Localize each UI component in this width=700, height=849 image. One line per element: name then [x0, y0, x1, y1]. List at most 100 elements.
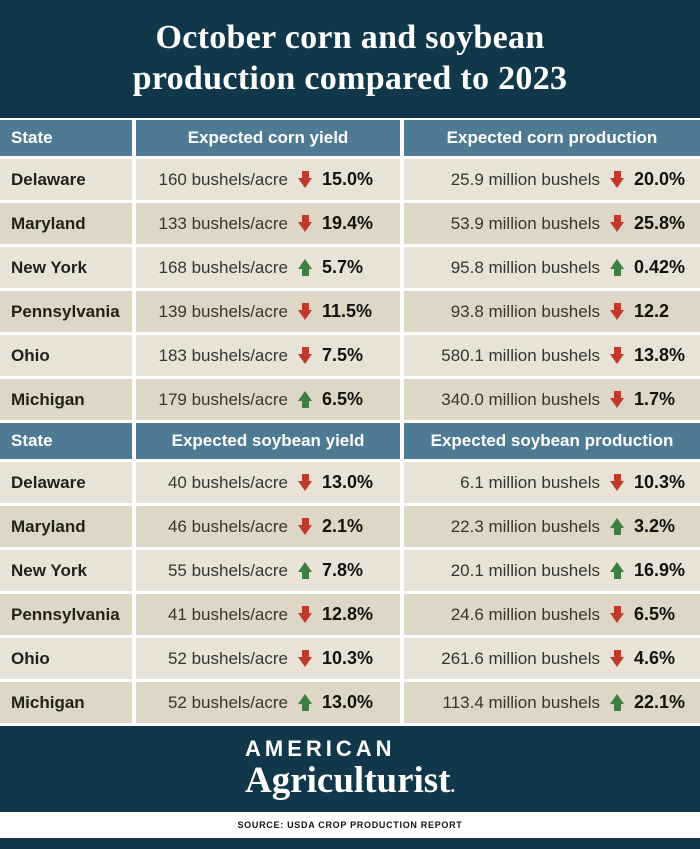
yield-cell: 40 bushels/acre 13.0% — [136, 462, 400, 503]
production-change-arrow-icon — [609, 171, 625, 188]
state-cell: Pennsylvania — [0, 594, 132, 635]
header-state: State — [0, 423, 132, 459]
yield-cell: 41 bushels/acre 12.8% — [136, 594, 400, 635]
yield-cell: 139 bushels/acre 11.5% — [136, 291, 400, 332]
state-cell: Pennsylvania — [0, 291, 132, 332]
production-change-percent: 16.9% — [634, 560, 686, 580]
production-change-percent: 10.3% — [634, 472, 686, 492]
yield-value: 133 bushels/acre — [158, 213, 288, 233]
yield-value: 139 bushels/acre — [158, 301, 288, 321]
yield-change-percent: 15.0% — [322, 169, 374, 189]
header-corn-production: Expected corn production — [404, 120, 700, 156]
table-row: Michigan 52 bushels/acre 13.0% 113.4 mil… — [0, 682, 700, 723]
production-cell: 25.9 million bushels 20.0% — [404, 159, 700, 200]
production-value: 53.9 million bushels — [450, 213, 600, 233]
source-text: SOURCE: USDA CROP PRODUCTION REPORT — [237, 820, 463, 830]
table-row: New York 55 bushels/acre 7.8% 20.1 milli… — [0, 550, 700, 591]
production-change-percent: 0.42% — [634, 257, 686, 277]
corn-header-row: State Expected corn yield Expected corn … — [0, 120, 700, 156]
soybean-rows: Delaware 40 bushels/acre 13.0% 6.1 milli… — [0, 462, 700, 723]
corn-section: State Expected corn yield Expected corn … — [0, 120, 700, 420]
production-value: 93.8 million bushels — [450, 301, 600, 321]
state-cell: New York — [0, 247, 132, 288]
production-cell: 6.1 million bushels 10.3% — [404, 462, 700, 503]
production-cell: 261.6 million bushels 4.6% — [404, 638, 700, 679]
yield-change-percent: 7.8% — [322, 560, 364, 580]
production-value: 24.6 million bushels — [450, 604, 600, 624]
state-cell: Maryland — [0, 506, 132, 547]
production-change-arrow-icon — [609, 303, 625, 320]
yield-change-arrow-icon — [297, 650, 313, 667]
production-change-arrow-icon — [609, 562, 625, 579]
production-value: 6.1 million bushels — [460, 472, 600, 492]
yield-change-arrow-icon — [297, 347, 313, 364]
yield-change-arrow-icon — [297, 474, 313, 491]
yield-value: 52 bushels/acre — [167, 648, 288, 668]
yield-change-percent: 10.3% — [322, 648, 374, 668]
footer-band: AMERICAN Agriculturist. — [0, 726, 700, 812]
state-cell: Maryland — [0, 203, 132, 244]
brand-agriculturist-text: Agriculturist — [244, 759, 451, 801]
yield-cell: 55 bushels/acre 7.8% — [136, 550, 400, 591]
table-row: Michigan 179 bushels/acre 6.5% 340.0 mil… — [0, 379, 700, 420]
production-change-percent: 13.8% — [634, 345, 686, 365]
header-state: State — [0, 120, 132, 156]
production-change-arrow-icon — [609, 347, 625, 364]
yield-value: 41 bushels/acre — [167, 604, 288, 624]
production-cell: 113.4 million bushels 22.1% — [404, 682, 700, 723]
yield-cell: 52 bushels/acre 10.3% — [136, 638, 400, 679]
header-soybean-production: Expected soybean production — [404, 423, 700, 459]
table-row: Ohio 52 bushels/acre 10.3% 261.6 million… — [0, 638, 700, 679]
data-table: State Expected corn yield Expected corn … — [0, 118, 700, 726]
yield-value: 52 bushels/acre — [167, 692, 288, 712]
production-change-arrow-icon — [609, 518, 625, 535]
yield-value: 183 bushels/acre — [158, 345, 288, 365]
yield-change-arrow-icon — [297, 303, 313, 320]
source-band: SOURCE: USDA CROP PRODUCTION REPORT — [0, 812, 700, 838]
yield-value: 160 bushels/acre — [158, 169, 288, 189]
yield-value: 40 bushels/acre — [167, 472, 288, 492]
state-cell: Delaware — [0, 159, 132, 200]
yield-change-percent: 13.0% — [322, 692, 374, 712]
soybean-section: State Expected soybean yield Expected so… — [0, 423, 700, 723]
yield-cell: 160 bushels/acre 15.0% — [136, 159, 400, 200]
table-row: Pennsylvania 139 bushels/acre 11.5% 93.8… — [0, 291, 700, 332]
table-row: Pennsylvania 41 bushels/acre 12.8% 24.6 … — [0, 594, 700, 635]
yield-cell: 183 bushels/acre 7.5% — [136, 335, 400, 376]
table-row: Ohio 183 bushels/acre 7.5% 580.1 million… — [0, 335, 700, 376]
state-cell: Ohio — [0, 335, 132, 376]
production-value: 95.8 million bushels — [450, 257, 600, 277]
production-cell: 93.8 million bushels 12.2 — [404, 291, 700, 332]
header-soybean-yield: Expected soybean yield — [136, 423, 400, 459]
yield-cell: 46 bushels/acre 2.1% — [136, 506, 400, 547]
production-cell: 20.1 million bushels 16.9% — [404, 550, 700, 591]
soybean-header-row: State Expected soybean yield Expected so… — [0, 423, 700, 459]
yield-change-percent: 11.5% — [322, 301, 373, 321]
production-change-arrow-icon — [609, 391, 625, 408]
yield-change-arrow-icon — [297, 215, 313, 232]
production-value: 20.1 million bushels — [450, 560, 600, 580]
header-corn-yield: Expected corn yield — [136, 120, 400, 156]
production-cell: 53.9 million bushels 25.8% — [404, 203, 700, 244]
production-cell: 340.0 million bushels 1.7% — [404, 379, 700, 420]
production-change-percent: 22.1% — [634, 692, 686, 712]
state-cell: Delaware — [0, 462, 132, 503]
yield-cell: 133 bushels/acre 19.4% — [136, 203, 400, 244]
yield-cell: 52 bushels/acre 13.0% — [136, 682, 400, 723]
production-value: 22.3 million bushels — [450, 516, 600, 536]
state-cell: Ohio — [0, 638, 132, 679]
yield-change-arrow-icon — [297, 606, 313, 623]
american-agriculturist-logo: AMERICAN Agriculturist. — [245, 737, 455, 800]
table-row: Delaware 40 bushels/acre 13.0% 6.1 milli… — [0, 462, 700, 503]
production-value: 580.1 million bushels — [441, 345, 600, 365]
production-cell: 24.6 million bushels 6.5% — [404, 594, 700, 635]
yield-change-arrow-icon — [297, 259, 313, 276]
yield-change-percent: 5.7% — [322, 257, 364, 277]
yield-cell: 179 bushels/acre 6.5% — [136, 379, 400, 420]
production-cell: 95.8 million bushels 0.42% — [404, 247, 700, 288]
page-title-line2: production compared to 2023 — [132, 60, 568, 97]
yield-change-arrow-icon — [297, 518, 313, 535]
yield-change-arrow-icon — [297, 562, 313, 579]
production-value: 25.9 million bushels — [450, 169, 600, 189]
